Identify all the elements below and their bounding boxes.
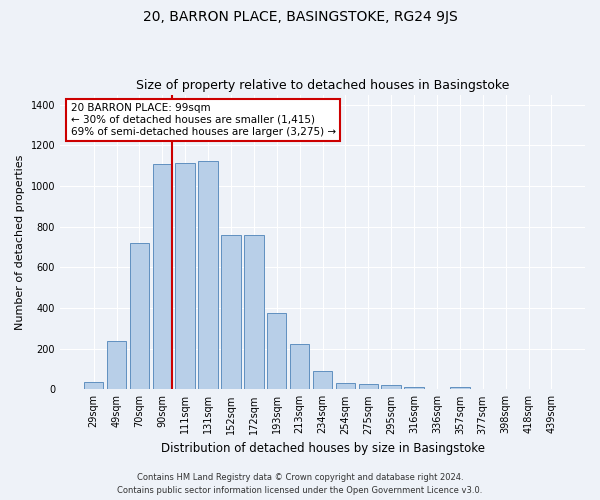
X-axis label: Distribution of detached houses by size in Basingstoke: Distribution of detached houses by size … [161,442,485,455]
Title: Size of property relative to detached houses in Basingstoke: Size of property relative to detached ho… [136,79,509,92]
Bar [359,384,378,390]
Bar [404,388,424,390]
Bar [175,162,195,390]
Text: Contains HM Land Registry data © Crown copyright and database right 2024.
Contai: Contains HM Land Registry data © Crown c… [118,474,482,495]
Bar [244,235,263,390]
Text: 20, BARRON PLACE, BASINGSTOKE, RG24 9JS: 20, BARRON PLACE, BASINGSTOKE, RG24 9JS [143,10,457,24]
Bar [130,243,149,390]
Bar [450,388,470,390]
Bar [267,313,286,390]
Y-axis label: Number of detached properties: Number of detached properties [15,154,25,330]
Bar [84,382,103,390]
Bar [152,164,172,390]
Bar [313,371,332,390]
Text: 20 BARRON PLACE: 99sqm
← 30% of detached houses are smaller (1,415)
69% of semi-: 20 BARRON PLACE: 99sqm ← 30% of detached… [71,104,335,136]
Bar [107,341,126,390]
Bar [335,382,355,390]
Bar [290,344,310,390]
Bar [199,160,218,390]
Bar [221,235,241,390]
Bar [382,385,401,390]
